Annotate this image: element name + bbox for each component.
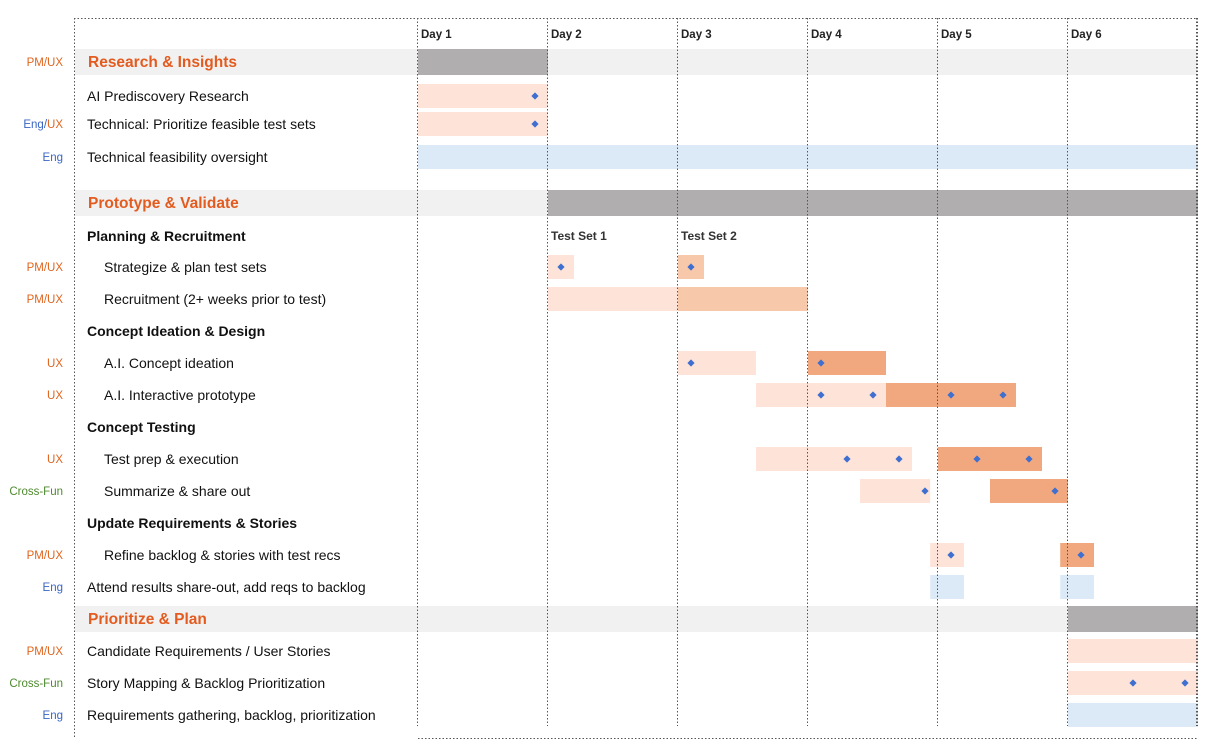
task-label: Summarize & share out [104, 483, 250, 499]
diamond-marker [921, 487, 929, 495]
task-bar [1068, 703, 1198, 727]
task-label: Attend results share-out, add reqs to ba… [87, 579, 366, 595]
owner-label-part: UX [47, 358, 63, 370]
owner-label-part: PM/UX [27, 646, 64, 658]
owner-label: Eng [43, 582, 63, 594]
task-label: Test prep & execution [104, 451, 239, 467]
owner-label-part: UX [47, 119, 63, 131]
day-label: Day 4 [811, 29, 842, 41]
owner-label-part: PM/UX [27, 550, 64, 562]
owner-label-part: PM/UX [27, 294, 64, 306]
task-bar [756, 447, 912, 471]
diamond-marker [999, 391, 1007, 399]
owner-label-part: UX [47, 454, 63, 466]
milestone-label: Test Set 1 [551, 229, 607, 243]
task-bar [1060, 575, 1094, 599]
task-label: AI Prediscovery Research [87, 88, 249, 104]
task-bar [418, 112, 548, 136]
milestone-label: Test Set 2 [681, 229, 737, 243]
section-title: Prototype & Validate [88, 195, 239, 212]
owner-label-part: Eng [23, 119, 43, 131]
task-label: Recruitment (2+ weeks prior to test) [104, 291, 326, 307]
diamond-marker [973, 455, 981, 463]
task-label: Strategize & plan test sets [104, 259, 267, 275]
day-label: Day 3 [681, 29, 712, 41]
task-bar [860, 479, 931, 503]
task-label: Technical feasibility oversight [87, 149, 268, 165]
section-band [75, 606, 1197, 632]
group-title: Concept Ideation & Design [87, 323, 265, 339]
owner-label-part: UX [47, 390, 63, 402]
section-bar [1068, 606, 1198, 632]
owner-label-part: / [44, 119, 48, 131]
owner-label: Eng/UX [23, 119, 63, 131]
diamond-marker [895, 455, 903, 463]
task-label: Requirements gathering, backlog, priorit… [87, 707, 376, 723]
diamond-marker [947, 551, 955, 559]
owner-label: UX [47, 358, 63, 370]
owner-label-part: Eng [43, 582, 63, 594]
diamond-marker [1181, 679, 1189, 687]
group-title: Planning & Recruitment [87, 228, 246, 244]
task-bar [548, 287, 678, 311]
owner-label: Cross-Fun [9, 486, 63, 498]
section-title: Research & Insights [88, 54, 237, 71]
owner-label: UX [47, 454, 63, 466]
diamond-marker [1077, 551, 1085, 559]
task-label: A.I. Concept ideation [104, 355, 234, 371]
day-label: Day 2 [551, 29, 582, 41]
diamond-marker [817, 359, 825, 367]
owner-label: PM/UX [27, 646, 64, 658]
owner-label: PM/UX [27, 57, 64, 69]
owner-label-part: Eng [43, 710, 63, 722]
task-bar [1068, 639, 1198, 663]
task-bar [678, 287, 808, 311]
owner-label: Eng [43, 710, 63, 722]
owner-label: Eng [43, 152, 63, 164]
section-bar [548, 190, 1198, 216]
diamond-marker [1129, 679, 1137, 687]
owner-label: PM/UX [27, 550, 64, 562]
owner-label-part: Cross-Fun [9, 486, 63, 498]
diamond-marker [687, 263, 695, 271]
owner-label-part: PM/UX [27, 262, 64, 274]
diamond-marker [1051, 487, 1059, 495]
section-title: Prioritize & Plan [88, 611, 207, 628]
day-label: Day 6 [1071, 29, 1102, 41]
owner-label-part: Eng [43, 152, 63, 164]
diamond-marker [531, 120, 539, 128]
section-bar [418, 49, 548, 75]
owner-label-part: PM/UX [27, 57, 64, 69]
task-bar [1060, 543, 1094, 567]
group-title: Update Requirements & Stories [87, 515, 297, 531]
owner-label: Cross-Fun [9, 678, 63, 690]
diamond-marker [869, 391, 877, 399]
task-label: Technical: Prioritize feasible test sets [87, 116, 316, 132]
task-bar [930, 575, 964, 599]
section-band [75, 49, 1197, 75]
owner-label-part: Cross-Fun [9, 678, 63, 690]
diamond-marker [557, 263, 565, 271]
task-label: Refine backlog & stories with test recs [104, 547, 341, 563]
task-label: Story Mapping & Backlog Prioritization [87, 675, 325, 691]
diamond-marker [817, 391, 825, 399]
diamond-marker [1025, 455, 1033, 463]
task-bar [930, 543, 964, 567]
owner-label: PM/UX [27, 262, 64, 274]
diamond-marker [687, 359, 695, 367]
task-label: Candidate Requirements / User Stories [87, 643, 331, 659]
owner-label: PM/UX [27, 294, 64, 306]
owner-label: UX [47, 390, 63, 402]
task-label: A.I. Interactive prototype [104, 387, 256, 403]
diamond-marker [531, 92, 539, 100]
task-bar [418, 84, 548, 108]
day-label: Day 1 [421, 29, 452, 41]
day-label: Day 5 [941, 29, 972, 41]
group-title: Concept Testing [87, 419, 196, 435]
diamond-marker [843, 455, 851, 463]
task-bar [938, 447, 1042, 471]
diamond-marker [947, 391, 955, 399]
